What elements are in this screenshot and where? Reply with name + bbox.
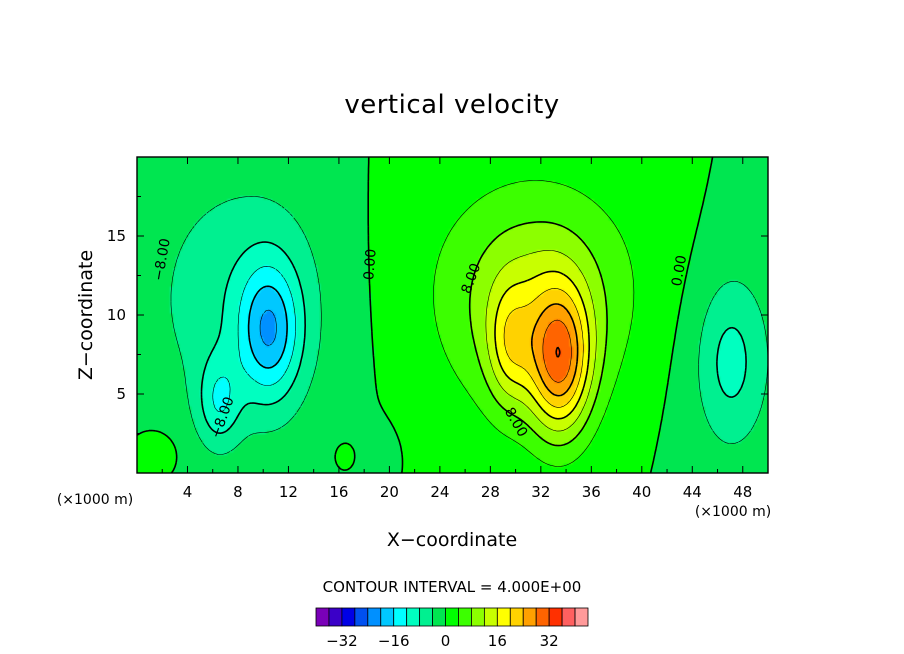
colorbar-swatch — [393, 607, 408, 627]
colorbar-swatch — [445, 607, 459, 627]
colorbar-swatch — [380, 607, 395, 627]
colorbar-swatch — [496, 607, 511, 627]
colorbar-swatch — [341, 607, 356, 627]
chart-title: vertical velocity — [344, 90, 559, 120]
contour-line — [212, 266, 296, 413]
colorbar-swatch — [483, 607, 498, 627]
colorbar-swatch — [548, 607, 563, 627]
y-tick-label: 15 — [107, 227, 126, 245]
colorbar-swatch — [354, 607, 369, 627]
contour-line — [485, 250, 597, 432]
colorbar-swatch — [535, 607, 550, 627]
y-axis-ticks: 5 10 15 — [107, 196, 768, 434]
x-tick-label: 4 — [183, 483, 193, 501]
contour-line — [200, 241, 747, 434]
colorbar-swatch — [367, 607, 382, 627]
colorbar-swatch — [522, 607, 537, 627]
x-tick-label: 16 — [329, 483, 348, 501]
contour-line — [433, 180, 635, 467]
x-tick-label: 28 — [481, 483, 500, 501]
contour-label: 0.00 — [361, 248, 380, 280]
contour-line — [247, 285, 288, 369]
colorbar-tick-labels: −32 −16 0 16 32 — [326, 632, 559, 650]
contour-line — [503, 288, 584, 408]
contour-line — [494, 270, 590, 420]
x-tick-label: 8 — [233, 483, 243, 501]
colorbar-tick-label: 32 — [540, 632, 559, 650]
x-tick-label: 32 — [531, 483, 550, 501]
y-tick-label: 5 — [116, 385, 126, 403]
contour-lines — [136, 156, 768, 474]
colorbar-tick-label: −32 — [326, 632, 358, 650]
contour-interval-text: CONTOUR INTERVAL = 4.000E+00 — [323, 578, 582, 596]
contour-field-image — [137, 157, 768, 473]
x-tick-label: 24 — [430, 483, 449, 501]
x-tick-label: 40 — [632, 483, 651, 501]
x-tick-label: 36 — [582, 483, 601, 501]
colorbar-swatch — [406, 607, 421, 627]
plot-area: −8.00−8.000.00 8.008.000.00 — [136, 156, 769, 474]
colorbar-swatch — [471, 607, 485, 627]
contour-line — [542, 319, 572, 383]
contour-label: −8.00 — [151, 237, 174, 282]
colorbar-swatch — [328, 607, 343, 627]
contour-line — [259, 309, 277, 346]
colorbar-swatch — [574, 607, 589, 627]
contour-line — [531, 303, 579, 397]
x-tick-label: 12 — [279, 483, 298, 501]
colorbar-swatch — [432, 607, 446, 627]
colorbar-swatch — [419, 607, 433, 627]
contour-label: 0.00 — [669, 254, 690, 287]
x-tick-label: 20 — [380, 483, 399, 501]
x-unit-label-right: (×1000 m) — [695, 504, 771, 520]
contour-line — [555, 346, 561, 358]
colorbar-swatch — [458, 607, 472, 627]
x-axis-ticks: 4 8 12 16 20 24 28 32 36 40 44 48 — [161, 157, 752, 501]
y-axis-label: Z−coordinate — [75, 250, 97, 380]
colorbar-swatch — [561, 607, 576, 627]
contour-fill — [137, 157, 768, 473]
colorbar-tick-label: 16 — [488, 632, 507, 650]
colorbar-tick-label: 0 — [441, 632, 451, 650]
colorbar-tick-label: −16 — [378, 632, 410, 650]
x-tick-label: 44 — [683, 483, 702, 501]
contour-line — [170, 196, 768, 455]
colorbar — [315, 607, 589, 627]
contour-line — [468, 221, 608, 447]
colorbar-swatch — [315, 607, 330, 627]
y-tick-label: 10 — [107, 306, 126, 324]
x-tick-label: 48 — [733, 483, 752, 501]
x-unit-label-left: (×1000 m) — [57, 492, 133, 508]
contour-line — [136, 156, 714, 474]
colorbar-swatch — [509, 607, 524, 627]
x-axis-label: X−coordinate — [387, 529, 517, 551]
